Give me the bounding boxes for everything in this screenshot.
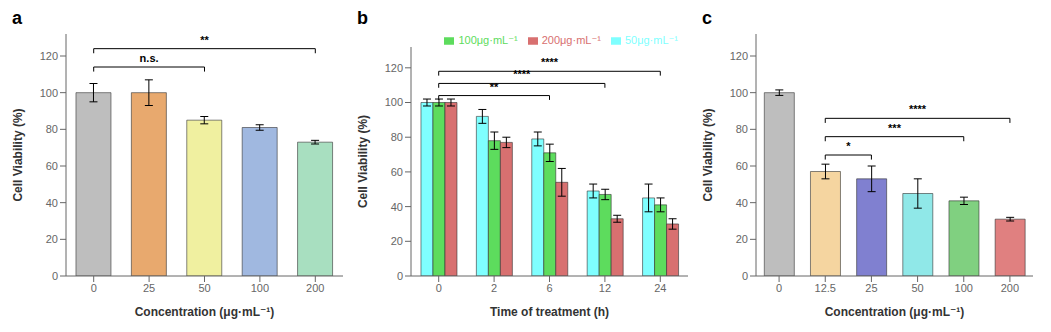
html-text:100μg·mL⁻¹: 100μg·mL⁻¹ (458, 34, 518, 46)
svg-text:20: 20 (736, 233, 748, 245)
svg-text:Cell Viability (%): Cell Viability (%) (356, 115, 370, 208)
svg-text:40: 40 (391, 201, 403, 213)
svg-text:****: **** (513, 68, 531, 80)
svg-text:100: 100 (730, 87, 748, 99)
svg-text:Concentration (μg·mL⁻¹): Concentration (μg·mL⁻¹) (825, 305, 965, 319)
svg-text:25: 25 (143, 282, 155, 294)
svg-text:50: 50 (198, 282, 210, 294)
svg-text:Cell Viability (%): Cell Viability (%) (11, 108, 25, 201)
svg-text:****: **** (909, 103, 927, 115)
svg-text:0: 0 (436, 282, 442, 294)
svg-text:25: 25 (865, 282, 877, 294)
svg-text:12.5: 12.5 (815, 282, 836, 294)
html-text:b: b (357, 8, 368, 28)
svg-text:Concentration (μg·mL⁻¹): Concentration (μg·mL⁻¹) (135, 305, 275, 319)
svg-text:100: 100 (955, 282, 973, 294)
svg-text:120: 120 (385, 62, 403, 74)
svg-text:0: 0 (742, 270, 748, 282)
svg-text:20: 20 (391, 235, 403, 247)
svg-text:40: 40 (46, 197, 58, 209)
svg-text:0: 0 (776, 282, 782, 294)
svg-text:50: 50 (911, 282, 923, 294)
svg-text:24: 24 (654, 282, 666, 294)
svg-text:200: 200 (306, 282, 324, 294)
svg-text:Cell Viability (%): Cell Viability (%) (701, 108, 715, 201)
svg-text:20: 20 (46, 233, 58, 245)
svg-text:120: 120 (730, 50, 748, 62)
svg-text:60: 60 (391, 166, 403, 178)
svg-text:60: 60 (46, 160, 58, 172)
svg-text:2: 2 (491, 282, 497, 294)
svg-text:40: 40 (736, 197, 748, 209)
html-text:50μg·mL⁻¹: 50μg·mL⁻¹ (624, 34, 678, 46)
svg-text:80: 80 (736, 123, 748, 135)
svg-text:0: 0 (397, 270, 403, 282)
svg-text:0: 0 (91, 282, 97, 294)
svg-text:100: 100 (385, 96, 403, 108)
svg-text:200: 200 (1001, 282, 1019, 294)
svg-text:60: 60 (736, 160, 748, 172)
svg-text:*: * (846, 140, 851, 152)
svg-text:6: 6 (546, 282, 552, 294)
svg-text:80: 80 (391, 131, 403, 143)
svg-text:****: **** (541, 56, 559, 68)
svg-text:***: *** (888, 122, 902, 134)
svg-text:**: ** (200, 34, 209, 46)
html-text:c: c (702, 8, 712, 28)
html-text:a: a (12, 8, 22, 28)
svg-text:100: 100 (251, 282, 269, 294)
svg-text:80: 80 (46, 123, 58, 135)
svg-text:12: 12 (599, 282, 611, 294)
html-text:200μg·mL⁻¹: 200μg·mL⁻¹ (541, 34, 601, 46)
svg-text:0: 0 (52, 270, 58, 282)
svg-text:**: ** (490, 81, 499, 93)
svg-text:n.s.: n.s. (140, 52, 159, 64)
svg-text:Time of treatment (h): Time of treatment (h) (490, 305, 609, 319)
svg-text:100: 100 (40, 87, 58, 99)
svg-text:120: 120 (40, 50, 58, 62)
